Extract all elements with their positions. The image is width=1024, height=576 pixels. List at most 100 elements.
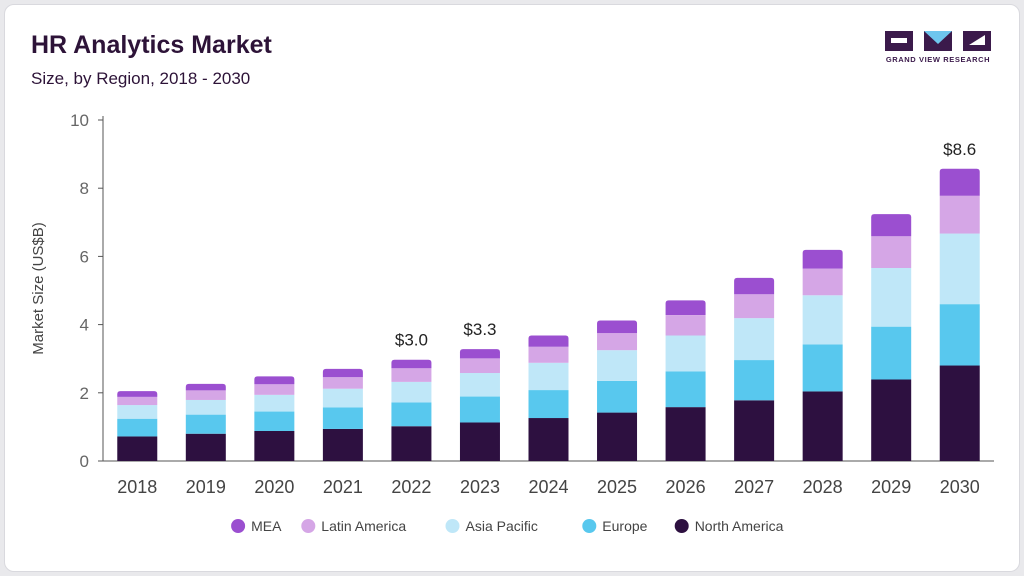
x-tick-label: 2024: [528, 477, 568, 497]
x-tick-label: 2025: [597, 477, 637, 497]
logo-mark-icon: [885, 31, 991, 51]
bar-latin-america-2028: [802, 268, 843, 296]
bar-latin-america-2021: [322, 377, 363, 389]
x-tick-label: 2021: [323, 477, 363, 497]
bar-north-america-2024: [528, 418, 569, 461]
bar-asia-pacific-2029: [871, 267, 912, 327]
bar-latin-america-2027: [734, 294, 775, 319]
bar-asia-pacific-2024: [528, 362, 569, 391]
bar-north-america-2025: [597, 412, 638, 461]
bar-latin-america-2030: [939, 195, 980, 234]
x-tick-label: 2023: [460, 477, 500, 497]
data-label: $3.0: [395, 331, 428, 350]
bar-mea-2030: [939, 168, 980, 196]
legend-swatch-latin-america: [301, 519, 316, 533]
bar-north-america-2029: [871, 379, 912, 461]
x-tick-label: 2019: [186, 477, 226, 497]
bar-europe-2020: [254, 411, 295, 431]
y-tick-label: 10: [70, 111, 89, 130]
legend-label: Asia Pacific: [466, 518, 538, 534]
y-axis-label: Market Size (US$B): [30, 222, 47, 355]
bar-asia-pacific-2018: [117, 405, 158, 419]
bar-latin-america-2025: [597, 333, 638, 351]
bar-latin-america-2029: [871, 236, 912, 268]
bar-north-america-2019: [185, 433, 226, 461]
bar-europe-2030: [939, 304, 980, 366]
bar-mea-2019: [185, 383, 226, 391]
x-tick-label: 2030: [940, 477, 980, 497]
bar-latin-america-2022: [391, 368, 432, 382]
bar-europe-2019: [185, 414, 226, 434]
bar-mea-2020: [254, 376, 295, 385]
legend-swatch-europe: [582, 519, 597, 533]
bar-north-america-2030: [939, 365, 980, 461]
bar-asia-pacific-2027: [734, 318, 775, 361]
y-tick-label: 0: [80, 452, 89, 471]
chart-card: HR Analytics Market Size, by Region, 201…: [4, 4, 1020, 572]
bar-north-america-2022: [391, 426, 432, 461]
legend-label: MEA: [251, 518, 282, 534]
x-tick-label: 2018: [117, 477, 157, 497]
chart-title: HR Analytics Market: [31, 31, 272, 59]
bar-north-america-2023: [459, 422, 500, 461]
bar-north-america-2027: [734, 400, 775, 461]
y-tick-label: 8: [80, 179, 89, 198]
bar-mea-2022: [391, 359, 432, 369]
bar-mea-2027: [734, 277, 775, 295]
bar-mea-2028: [802, 249, 843, 269]
bar-europe-2018: [117, 418, 158, 437]
x-tick-label: 2020: [254, 477, 294, 497]
bar-latin-america-2019: [185, 390, 226, 400]
bar-asia-pacific-2021: [322, 388, 363, 408]
bar-north-america-2028: [802, 391, 843, 461]
x-tick-label: 2026: [666, 477, 706, 497]
bar-europe-2024: [528, 390, 569, 419]
bar-mea-2024: [528, 335, 569, 347]
bar-asia-pacific-2020: [254, 394, 295, 412]
x-tick-label: 2028: [803, 477, 843, 497]
bar-mea-2025: [597, 320, 638, 334]
bar-europe-2021: [322, 407, 363, 429]
legend-swatch-north-america: [674, 519, 689, 533]
chart-subtitle: Size, by Region, 2018 - 2030: [31, 69, 251, 88]
legend-label: North America: [695, 518, 784, 534]
bar-latin-america-2024: [528, 346, 569, 363]
bar-latin-america-2026: [665, 315, 706, 336]
legend-label: Europe: [602, 518, 647, 534]
x-tick-label: 2022: [391, 477, 431, 497]
data-label: $3.3: [463, 320, 496, 339]
logo-text: GRAND VIEW RESEARCH: [885, 55, 991, 64]
bar-mea-2021: [322, 368, 363, 378]
y-tick-label: 4: [80, 316, 89, 335]
bar-europe-2028: [802, 344, 843, 392]
data-label: $8.6: [943, 140, 976, 159]
bar-asia-pacific-2030: [939, 233, 980, 305]
bar-north-america-2021: [322, 428, 363, 461]
legend-swatch-mea: [231, 519, 246, 533]
bar-europe-2023: [459, 396, 500, 423]
bar-latin-america-2023: [459, 358, 500, 374]
bar-europe-2029: [871, 326, 912, 380]
bar-north-america-2020: [254, 430, 295, 461]
bar-latin-america-2020: [254, 384, 295, 395]
bar-europe-2022: [391, 402, 432, 427]
bar-asia-pacific-2019: [185, 399, 226, 415]
legend-label: Latin America: [321, 518, 406, 534]
bar-asia-pacific-2026: [665, 335, 706, 372]
bar-latin-america-2018: [117, 396, 158, 406]
bar-europe-2026: [665, 371, 706, 408]
bar-mea-2026: [665, 300, 706, 316]
bar-north-america-2018: [117, 436, 158, 461]
bar-mea-2029: [871, 214, 912, 237]
legend-swatch-asia-pacific: [445, 519, 460, 533]
bar-asia-pacific-2022: [391, 381, 432, 403]
bar-north-america-2026: [665, 407, 706, 461]
bar-asia-pacific-2025: [597, 350, 638, 381]
y-tick-label: 2: [80, 384, 89, 403]
grand-view-research-logo: GRAND VIEW RESEARCH: [885, 31, 991, 67]
bar-europe-2027: [734, 360, 775, 401]
bar-mea-2023: [459, 349, 500, 359]
bar-asia-pacific-2023: [459, 373, 500, 397]
x-tick-label: 2027: [734, 477, 774, 497]
